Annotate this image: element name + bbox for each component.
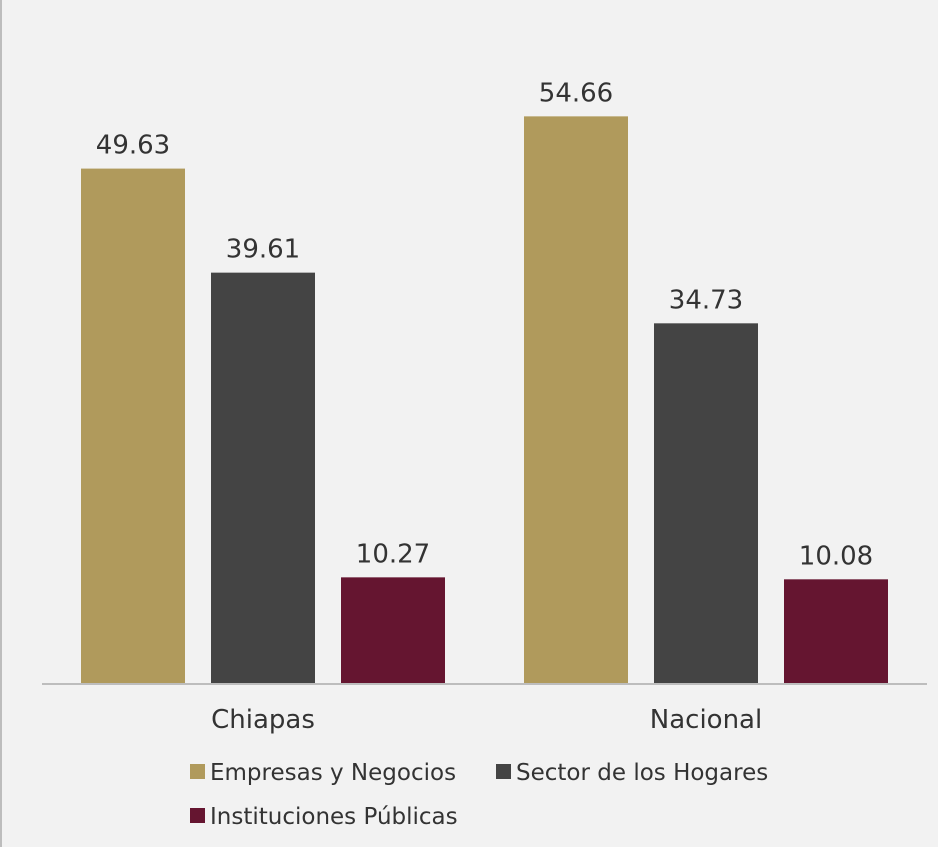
bar-nacional-empresas-y-negocios bbox=[524, 116, 628, 685]
bar-nacional-sector-de-los-hogares bbox=[654, 323, 758, 684]
value-label-chiapas-sector-de-los-hogares: 39.61 bbox=[226, 235, 300, 265]
legend: Empresas y Negocios Sector de los Hogares… bbox=[190, 760, 768, 830]
value-label-nacional-empresas-y-negocios: 54.66 bbox=[539, 78, 613, 108]
bars-layer bbox=[81, 116, 888, 685]
bar-chiapas-instituciones-publicas bbox=[341, 577, 445, 684]
legend-label-empresas-y-negocios: Empresas y Negocios bbox=[210, 760, 456, 786]
legend-item-instituciones-publicas: Instituciones Públicas bbox=[190, 804, 458, 830]
value-label-chiapas-empresas-y-negocios: 49.63 bbox=[96, 131, 170, 161]
legend-swatch-empresas-y-negocios bbox=[190, 764, 205, 779]
value-label-nacional-instituciones-publicas: 10.08 bbox=[799, 541, 873, 571]
value-labels-layer: 49.63 39.61 10.27 54.66 34.73 10.08 bbox=[96, 78, 873, 571]
value-label-chiapas-instituciones-publicas: 10.27 bbox=[356, 539, 430, 569]
legend-item-empresas-y-negocios: Empresas y Negocios bbox=[190, 760, 456, 786]
legend-swatch-instituciones-publicas bbox=[190, 808, 205, 823]
category-labels-layer: Chiapas Nacional bbox=[211, 705, 762, 735]
legend-item-sector-de-los-hogares: Sector de los Hogares bbox=[496, 760, 768, 786]
category-label-chiapas: Chiapas bbox=[211, 705, 315, 735]
legend-label-sector-de-los-hogares: Sector de los Hogares bbox=[516, 760, 768, 786]
legend-swatch-sector-de-los-hogares bbox=[496, 764, 511, 779]
bar-chiapas-sector-de-los-hogares bbox=[211, 272, 315, 684]
value-label-nacional-sector-de-los-hogares: 34.73 bbox=[669, 285, 743, 315]
category-label-nacional: Nacional bbox=[650, 705, 762, 735]
legend-label-instituciones-publicas: Instituciones Públicas bbox=[210, 804, 458, 830]
bar-chiapas-empresas-y-negocios bbox=[81, 168, 185, 684]
bar-nacional-instituciones-publicas bbox=[784, 579, 888, 684]
